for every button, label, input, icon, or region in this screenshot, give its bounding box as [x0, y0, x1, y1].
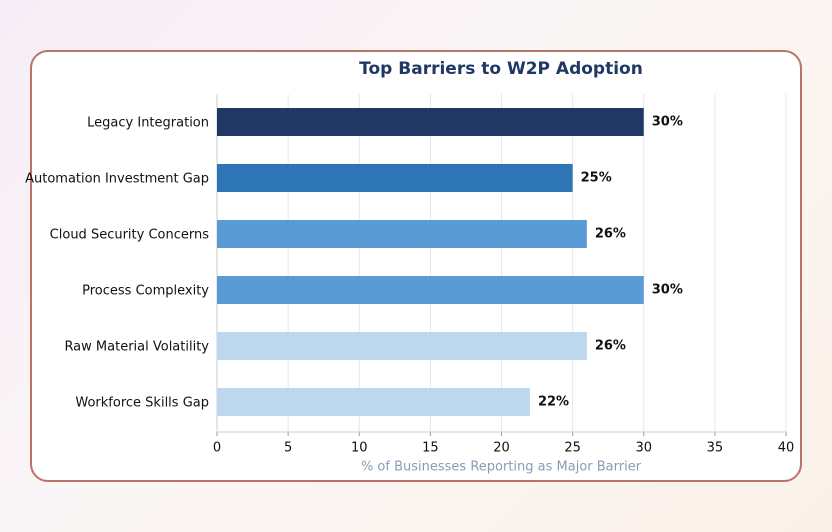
x-axis-label: % of Businesses Reporting as Major Barri…: [361, 460, 642, 475]
x-tick-label: 0: [213, 441, 221, 456]
bar: [217, 276, 644, 304]
x-tick-label: 25: [564, 441, 581, 456]
y-tick-label: Cloud Security Concerns: [50, 228, 210, 243]
value-label: 22%: [538, 395, 569, 410]
x-tick-label: 30: [635, 441, 652, 456]
y-tick-label: Automation Investment Gap: [25, 172, 209, 187]
y-tick-label: Legacy Integration: [87, 116, 209, 131]
value-label: 30%: [652, 283, 683, 298]
y-tick-label: Workforce Skills Gap: [75, 396, 209, 411]
value-label: 30%: [652, 115, 683, 130]
x-tick-label: 15: [422, 441, 439, 456]
chart-title: Top Barriers to W2P Adoption: [359, 59, 643, 79]
bar: [217, 164, 573, 192]
y-tick-label: Raw Material Volatility: [64, 340, 209, 355]
y-tick-label: Process Complexity: [82, 284, 209, 299]
value-label: 26%: [595, 339, 626, 354]
bar: [217, 332, 587, 360]
x-tick-label: 35: [707, 441, 724, 456]
x-tick-label: 20: [493, 441, 510, 456]
x-tick-label: 40: [778, 441, 795, 456]
bar: [217, 220, 587, 248]
bar: [217, 388, 530, 416]
value-label: 25%: [581, 171, 612, 186]
bar: [217, 108, 644, 136]
x-tick-label: 10: [351, 441, 368, 456]
value-label: 26%: [595, 227, 626, 242]
x-tick-label: 5: [284, 441, 292, 456]
